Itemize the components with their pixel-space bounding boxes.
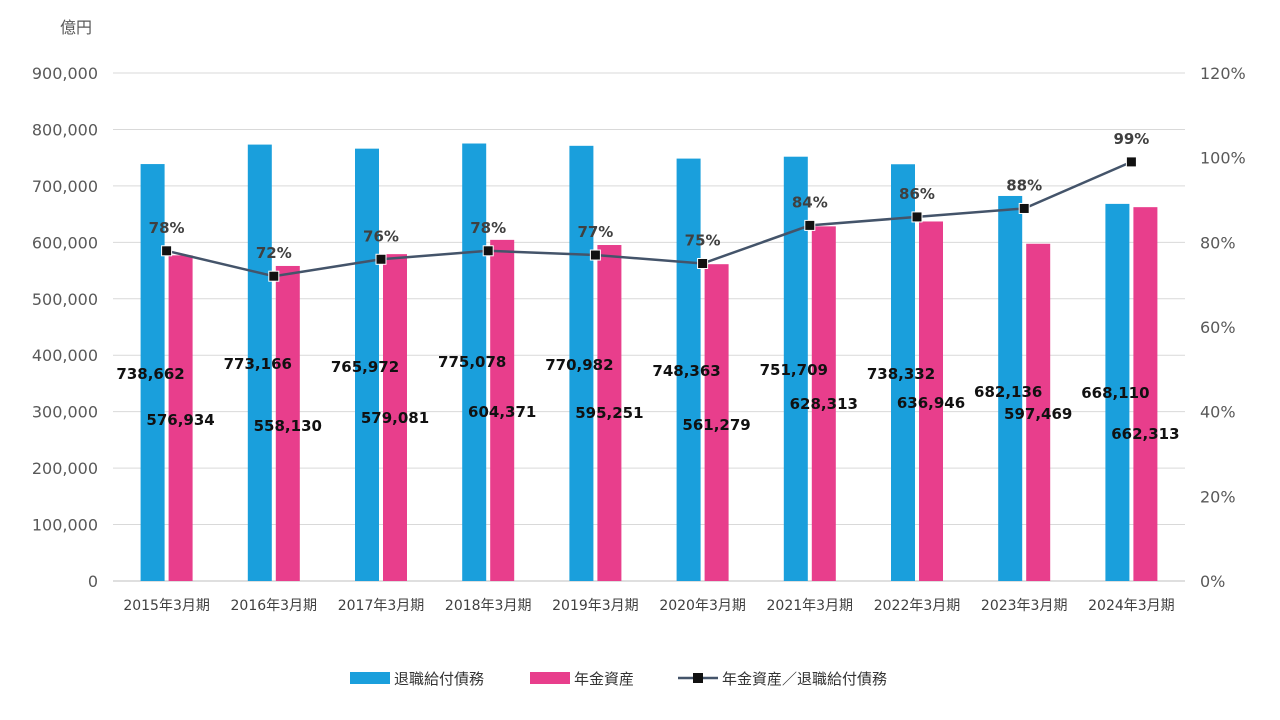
ratio-marker	[589, 249, 601, 261]
bar-pension-assets	[704, 264, 729, 581]
bar-pension-assets	[1133, 207, 1158, 581]
legend-label-pension-assets: 年金資産	[574, 670, 634, 688]
ratio-marker	[1125, 156, 1137, 168]
data-label-pension-assets: 579,081	[361, 409, 429, 427]
x-tick-label: 2024年3月期	[1088, 598, 1175, 614]
ratio-label: 72%	[256, 244, 292, 262]
y-tick-label-right: 40%	[1200, 403, 1236, 422]
bar-obligation	[355, 148, 379, 581]
data-label-pension-assets: 558,130	[254, 417, 322, 435]
bar-obligation	[462, 143, 487, 581]
ratio-label: 88%	[1006, 176, 1042, 194]
legend-label-ratio: 年金資産／退職給付債務	[722, 670, 887, 688]
ratio-label: 75%	[685, 232, 721, 250]
data-label-pension-assets: 597,469	[1004, 405, 1072, 423]
data-label-obligation: 748,363	[652, 362, 720, 380]
data-label-obligation: 682,136	[974, 383, 1042, 401]
bar-obligation	[569, 145, 594, 581]
ratio-marker	[697, 258, 709, 269]
y-tick-label-left: 100,000	[32, 516, 98, 535]
x-tick-label: 2017年3月期	[338, 598, 425, 614]
data-label-obligation: 751,709	[760, 361, 828, 379]
bar-pension-assets	[383, 254, 407, 582]
bar-obligation	[1105, 203, 1130, 581]
bar-pension-assets	[811, 226, 836, 581]
x-tick-label: 2021年3月期	[767, 598, 854, 614]
ratio-marker	[482, 245, 494, 257]
y-tick-label-right: 100%	[1200, 149, 1246, 168]
legend: 退職給付債務 年金資産 年金資産／退職給付債務	[350, 670, 887, 688]
bar-pension-assets	[919, 221, 943, 581]
ratio-label: 86%	[899, 185, 935, 203]
data-label-obligation: 738,662	[116, 365, 184, 383]
y-tick-label-right: 80%	[1200, 233, 1236, 252]
bar-obligation	[140, 164, 165, 581]
ratio-marker	[161, 245, 173, 257]
data-label-obligation: 773,166	[224, 355, 292, 373]
data-label-obligation: 668,110	[1081, 384, 1149, 402]
bar-obligation	[891, 164, 915, 581]
data-label-pension-assets: 576,934	[146, 411, 214, 429]
data-label-obligation: 738,332	[867, 365, 935, 383]
x-tick-label: 2015年3月期	[123, 598, 210, 614]
ratio-label: 78%	[149, 219, 185, 237]
ratio-line	[166, 160, 1132, 278]
ratio-marker	[1018, 202, 1030, 214]
unit-label: 億円	[60, 18, 92, 37]
x-tick-label: 2023年3月期	[981, 598, 1068, 614]
y-tick-label-right: 0%	[1200, 572, 1225, 591]
bar-pension-assets	[1026, 243, 1051, 581]
bar-pension-assets	[597, 245, 622, 581]
y-tick-label-left: 0	[88, 572, 98, 591]
x-tick-label: 2019年3月期	[552, 598, 639, 614]
y-tick-label-left: 700,000	[32, 177, 98, 196]
ratio-marker	[911, 211, 923, 223]
ratio-label: 76%	[363, 227, 399, 245]
y-tick-label-left: 500,000	[32, 290, 98, 309]
y-tick-label-right: 20%	[1200, 487, 1236, 506]
ratio-label: 77%	[577, 223, 613, 241]
ratio-marker	[375, 253, 387, 265]
x-tick-label: 2018年3月期	[445, 598, 532, 614]
x-tick-label: 2020年3月期	[659, 598, 746, 614]
data-label-pension-assets: 628,313	[790, 395, 858, 413]
y-tick-label-right: 60%	[1200, 318, 1236, 337]
y-tick-label-left: 200,000	[32, 459, 98, 478]
data-label-obligation: 765,972	[331, 358, 399, 376]
ratio-marker	[804, 219, 816, 231]
bar-obligation	[676, 158, 701, 581]
bar-pension-assets	[168, 255, 193, 581]
ratio-marker	[268, 270, 280, 282]
bar-obligation	[998, 195, 1023, 582]
data-label-pension-assets: 595,251	[575, 404, 643, 422]
data-label-pension-assets: 561,279	[682, 416, 750, 434]
data-label-obligation: 770,982	[545, 356, 613, 374]
bar-obligation	[247, 144, 272, 581]
y-tick-label-right: 120%	[1200, 64, 1246, 83]
data-label-pension-assets: 604,371	[468, 403, 536, 421]
ratio-label: 78%	[470, 219, 506, 237]
ratio-label: 99%	[1113, 130, 1149, 148]
y-tick-label-left: 800,000	[32, 120, 98, 139]
y-tick-label-left: 600,000	[32, 233, 98, 252]
y-tick-label-left: 900,000	[32, 64, 98, 83]
legend-swatch-obligation	[350, 672, 390, 684]
x-tick-label: 2022年3月期	[874, 598, 961, 614]
x-tick-label: 2016年3月期	[231, 598, 318, 614]
legend-label-obligation: 退職給付債務	[394, 670, 484, 688]
ratio-label: 84%	[792, 193, 828, 211]
legend-marker-ratio	[693, 673, 703, 683]
y-tick-label-left: 300,000	[32, 403, 98, 422]
data-label-pension-assets: 636,946	[897, 394, 965, 412]
data-label-obligation: 775,078	[438, 353, 506, 371]
data-label-pension-assets: 662,313	[1111, 425, 1179, 443]
legend-swatch-pension-assets	[530, 672, 570, 684]
bar-pension-assets	[490, 239, 515, 581]
bar-pension-assets	[275, 265, 300, 581]
y-tick-label-left: 400,000	[32, 346, 98, 365]
